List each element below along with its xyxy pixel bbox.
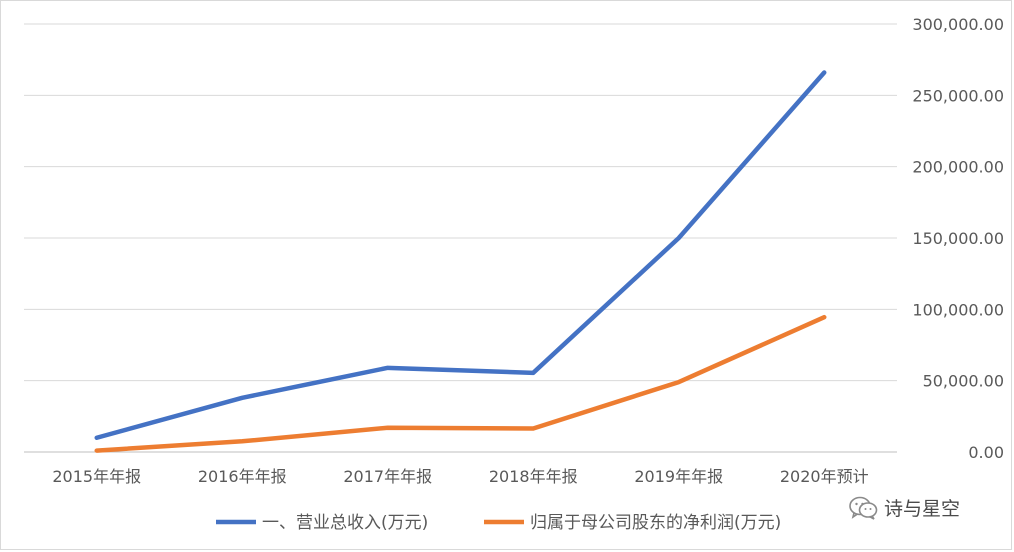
series-line-1 bbox=[94, 70, 827, 440]
x-axis-ticks: 2015年年报 2016年年报 2017年年报 2018年年报 2019年年报 2020年… bbox=[52, 467, 868, 486]
x-tick-label: 2020年预计 bbox=[780, 467, 869, 486]
x-tick-label: 2015年年报 bbox=[52, 467, 141, 486]
watermark: 诗与星空 bbox=[848, 494, 960, 521]
y-tick-label: 150,000.00 bbox=[912, 229, 1004, 248]
y-tick-label: 250,000.00 bbox=[912, 86, 1004, 105]
y-axis-ticks: 0.00 50,000.00 100,000.00 150,000.00 200,000… bbox=[912, 15, 1004, 462]
gridlines bbox=[24, 23, 897, 453]
watermark-text: 诗与星空 bbox=[884, 498, 961, 520]
y-tick-label: 0.00 bbox=[968, 443, 1004, 462]
series-lines bbox=[94, 70, 827, 453]
x-tick-label: 2018年年报 bbox=[489, 467, 578, 486]
y-tick-label: 300,000.00 bbox=[912, 15, 1004, 34]
y-tick-label: 50,000.00 bbox=[923, 372, 1004, 391]
series-line-2 bbox=[94, 314, 827, 453]
x-tick-label: 2019年年报 bbox=[634, 467, 723, 486]
wechat-icon bbox=[849, 496, 878, 520]
x-tick-label: 2016年年报 bbox=[198, 467, 287, 486]
x-tick-label: 2017年年报 bbox=[343, 467, 432, 486]
y-tick-label: 200,000.00 bbox=[912, 158, 1004, 177]
y-tick-label: 100,000.00 bbox=[912, 300, 1004, 319]
legend-label: 归属于母公司股东的净利润(万元) bbox=[530, 513, 781, 533]
legend: 一、营业总收入(万元) 归属于母公司股东的净利润(万元) bbox=[216, 513, 781, 533]
legend-label: 一、营业总收入(万元) bbox=[262, 513, 428, 533]
